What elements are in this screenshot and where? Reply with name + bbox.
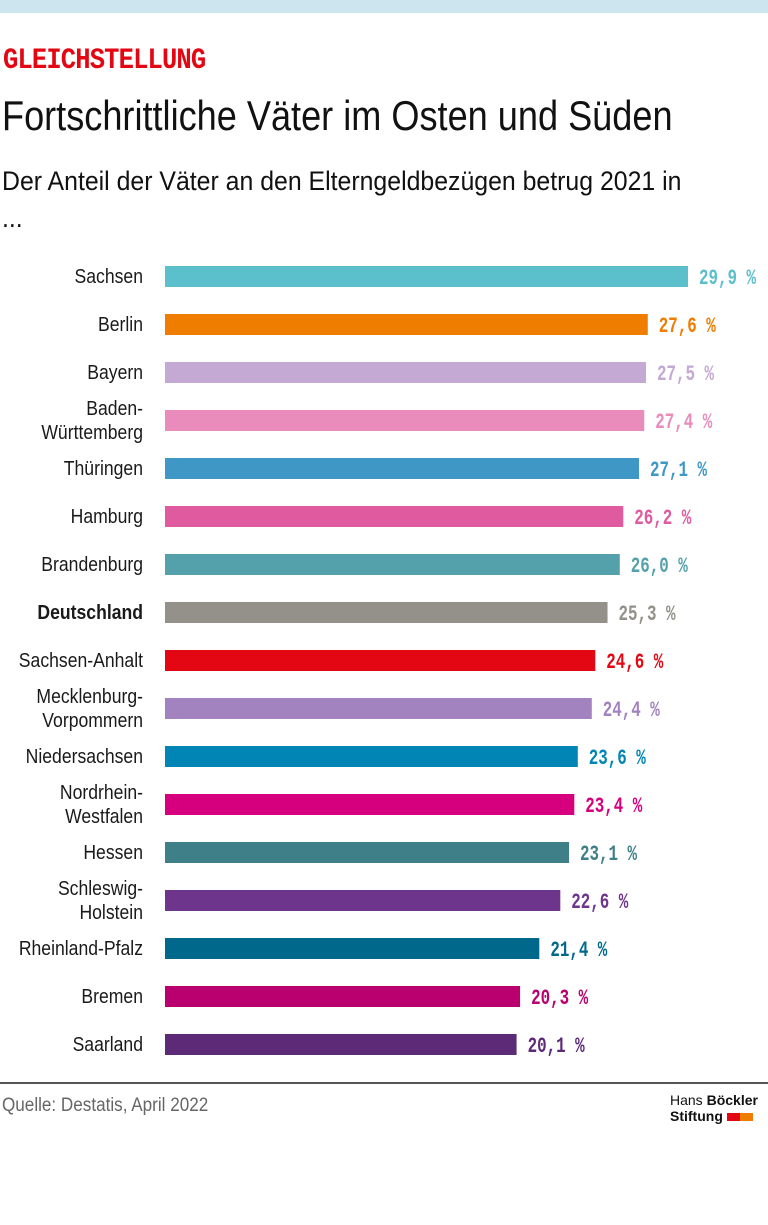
value-label: 25,3 % [619, 602, 677, 627]
value-label: 23,1 % [580, 842, 638, 867]
value-label: 24,6 % [606, 650, 664, 675]
bar-row: Saarland 20,1 % [73, 1033, 586, 1059]
hans-boeckler-logo: Hans Böckler Stiftung [670, 1092, 758, 1124]
chart-subtitle: Der Anteil der Väter an den Elterngeldbe… [2, 166, 682, 233]
category-label: Nordrhein-Westfalen [60, 781, 143, 827]
bar-row: Bremen 20,3 % [81, 985, 588, 1011]
logo-text-stiftung: Stiftung [670, 1108, 723, 1124]
footer-divider [0, 1082, 768, 1084]
bar-row: Sachsen-Anhalt 24,6 % [19, 649, 664, 675]
bar [165, 506, 624, 527]
bar-row: Rheinland-Pfalz 21,4 % [19, 937, 608, 963]
category-label: Niedersachsen [26, 745, 143, 767]
category-label: Deutschland [37, 601, 143, 623]
logo-text-boeckler: Böckler [706, 1092, 758, 1108]
category-label: Sachsen-Anhalt [19, 649, 144, 671]
logo-text-hans: Hans [670, 1092, 703, 1108]
bar [165, 554, 620, 575]
category-label: Schleswig-Holstein [58, 877, 143, 923]
bar [165, 362, 647, 383]
bar [165, 458, 640, 479]
value-label: 27,1 % [650, 458, 708, 483]
category-label: Rheinland-Pfalz [19, 937, 143, 959]
bar [165, 650, 596, 671]
bar-row: Baden-Württemberg 27,4 % [41, 397, 713, 443]
category-label: Thüringen [64, 457, 143, 479]
bar [165, 986, 521, 1007]
kicker: GLEICHSTELLUNG [3, 44, 206, 78]
bar [165, 794, 575, 815]
bar-row: Nordrhein-Westfalen 23,4 % [60, 781, 643, 827]
value-label: 29,9 % [699, 266, 757, 291]
top-bar [0, 0, 768, 13]
bar-row: Hessen 23,1 % [83, 841, 637, 867]
value-label: 27,6 % [659, 314, 717, 339]
category-label: Sachsen [75, 265, 143, 287]
bar [165, 698, 592, 719]
bar-row: Niedersachsen 23,6 % [26, 745, 647, 771]
category-label: Mecklenburg-Vorpommern [36, 685, 143, 731]
bar [165, 890, 561, 911]
category-label: Berlin [98, 313, 143, 335]
value-label: 22,6 % [571, 890, 629, 915]
value-label: 20,3 % [531, 986, 589, 1011]
chart-title: Fortschrittliche Väter im Osten und Süde… [2, 92, 673, 139]
value-label: 26,2 % [634, 506, 692, 531]
value-label: 23,6 % [589, 746, 647, 771]
bar-row: Bayern 27,5 % [87, 361, 714, 387]
bar-row: Hamburg 26,2 % [71, 505, 692, 531]
category-label: Bayern [87, 361, 143, 383]
bar-row: Mecklenburg-Vorpommern 24,4 % [36, 685, 660, 731]
value-label: 24,4 % [603, 698, 661, 723]
bar-row: Thüringen 27,1 % [64, 457, 708, 483]
source-note: Quelle: Destatis, April 2022 [2, 1095, 209, 1116]
value-label: 26,0 % [631, 554, 689, 579]
category-label: Saarland [73, 1033, 143, 1055]
bar [165, 602, 608, 623]
value-label: 21,4 % [550, 938, 608, 963]
value-label: 20,1 % [528, 1034, 586, 1059]
value-label: 27,4 % [655, 410, 713, 435]
bar [165, 938, 540, 959]
bar-row: Berlin 27,6 % [98, 313, 716, 339]
bar [165, 266, 688, 287]
bar-row: Deutschland 25,3 % [37, 601, 676, 627]
bar [165, 746, 578, 767]
bar [165, 842, 570, 863]
logo-orange-square [739, 1113, 753, 1122]
logo-red-square [726, 1113, 740, 1122]
category-label: Baden-Württemberg [41, 397, 143, 443]
bar-row: Sachsen 29,9 % [75, 265, 757, 291]
bar [165, 410, 645, 431]
category-label: Hessen [83, 841, 143, 863]
bar [165, 1034, 517, 1055]
bar-row: Brandenburg 26,0 % [41, 553, 688, 579]
category-label: Brandenburg [41, 553, 143, 575]
value-label: 23,4 % [585, 794, 643, 819]
category-label: Hamburg [71, 505, 143, 527]
bar [165, 314, 648, 335]
bar-row: Schleswig-Holstein 22,6 % [58, 877, 629, 923]
category-label: Bremen [81, 985, 143, 1007]
value-label: 27,5 % [657, 362, 715, 387]
